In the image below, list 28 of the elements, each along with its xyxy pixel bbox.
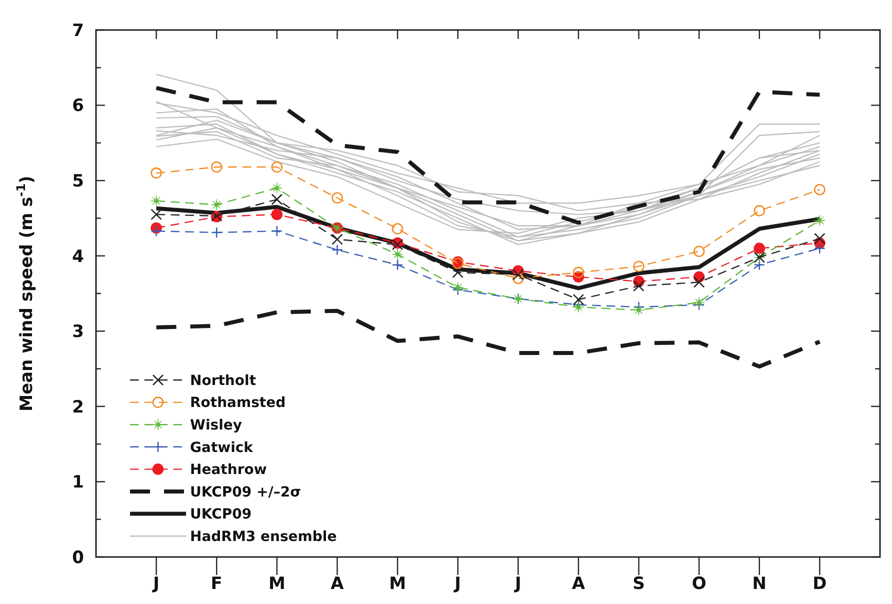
y-tick-label: 6 bbox=[72, 96, 84, 116]
legend-label: Northolt bbox=[190, 372, 256, 389]
x-tick-label: J bbox=[152, 574, 160, 594]
y-tick-label: 7 bbox=[72, 20, 84, 41]
x-tick-label: M bbox=[268, 574, 286, 594]
legend-label: UKCP09 bbox=[190, 506, 252, 523]
x-tick-label: O bbox=[692, 574, 706, 594]
y-tick-label: 0 bbox=[72, 548, 84, 568]
y-tick-label: 1 bbox=[72, 472, 84, 493]
x-tick-label: N bbox=[752, 574, 766, 594]
legend-label: Gatwick bbox=[190, 440, 254, 456]
x-tick-label: A bbox=[330, 574, 345, 594]
legend-label: UKCP09 +/–2σ bbox=[190, 484, 302, 500]
legend-label: Heathrow bbox=[190, 462, 267, 478]
legend-label: Rothamsted bbox=[190, 395, 286, 412]
legend-label: HadRM3 ensemble bbox=[190, 529, 337, 545]
x-tick-label: S bbox=[632, 574, 645, 594]
y-tick-label: 5 bbox=[72, 172, 84, 192]
y-tick-label: 2 bbox=[72, 397, 84, 418]
x-tick-label: J bbox=[514, 574, 522, 594]
x-tick-label: F bbox=[210, 574, 222, 594]
y-tick-label: 4 bbox=[72, 246, 84, 267]
x-tick-label: A bbox=[572, 574, 586, 594]
x-tick-label: D bbox=[812, 574, 827, 594]
x-tick-label: M bbox=[389, 574, 406, 594]
x-tick-label: J bbox=[454, 574, 462, 594]
y-tick-label: 3 bbox=[72, 322, 84, 342]
legend-label: Wisley bbox=[190, 418, 242, 434]
